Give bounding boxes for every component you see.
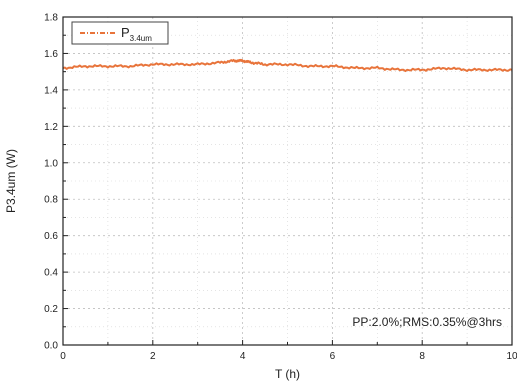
legend: P3.4um [71,21,169,45]
legend-box [71,21,169,45]
y-tick-label: 0.8 [44,195,58,206]
y-tick-label: 1.2 [44,122,58,133]
x-tick-label: 10 [506,351,517,362]
chart-annotation: PP:2.0%;RMS:0.35%@3hrs [352,315,502,329]
x-tick-label: 8 [419,351,425,362]
y-axis-label: P3.4um (W) [4,149,18,213]
y-tick-label: 0.4 [44,268,58,279]
legend-label: P3.4um [121,25,152,43]
legend-label-subscript: 3.4um [130,34,153,43]
y-tick-label: 1.4 [44,85,58,96]
y-tick-label: 1.6 [44,49,58,60]
series-line-P3.4um [62,58,513,73]
y-tick-label: 0.6 [44,231,58,242]
y-tick-label: 1.8 [44,13,58,24]
plot-frame [62,16,513,346]
y-tick-label: 0.2 [44,304,58,315]
x-tick-label: 2 [150,351,156,362]
series-group [62,58,513,73]
y-tick-label: 0.0 [44,341,58,352]
grid [63,17,512,345]
x-tick-label: 6 [330,351,336,362]
y-tick-label: 1.0 [44,158,58,169]
x-tick-label: 4 [240,351,246,362]
x-axis-label: T (h) [275,367,300,381]
legend-label-main: P [121,25,130,40]
x-tick-label: 0 [60,351,66,362]
